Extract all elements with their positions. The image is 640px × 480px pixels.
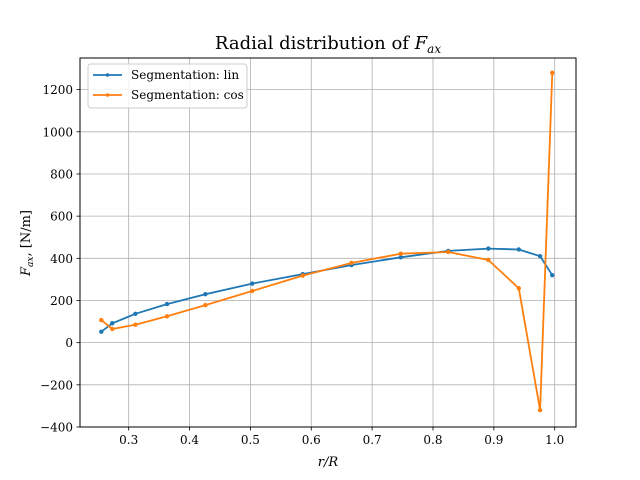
data-point-lin (537, 254, 543, 259)
data-point-cos (398, 251, 403, 256)
x-tick-label: 0.5 (241, 433, 260, 447)
data-point-cos (133, 322, 138, 327)
data-point-lin (486, 246, 491, 251)
data-point-lin (133, 311, 138, 316)
data-point-cos (516, 286, 521, 291)
y-tick-label: 400 (50, 252, 73, 266)
x-axis-label: r/R (318, 455, 339, 470)
x-tick-label: 0.4 (180, 433, 199, 447)
y-tick-label: 0 (65, 336, 73, 350)
data-point-lin (110, 321, 115, 326)
series-group (99, 70, 555, 413)
data-point-cos (537, 407, 543, 413)
x-tick-label: 1.0 (545, 433, 564, 447)
data-point-lin (250, 281, 255, 286)
legend-label-lin: Segmentation: lin (131, 68, 239, 82)
x-tick-label: 0.9 (484, 433, 503, 447)
data-point-lin (99, 329, 104, 334)
y-tick-label: −400 (40, 421, 73, 435)
y-tick-label: 600 (50, 210, 73, 224)
x-tick-label: 0.6 (302, 433, 321, 447)
data-point-cos (164, 314, 170, 319)
y-tick-label: −200 (40, 378, 73, 392)
legend-label-cos: Segmentation: cos (131, 88, 244, 102)
y-tick-label: 1000 (42, 125, 73, 139)
data-point-cos (550, 70, 555, 75)
y-axis-label: Fax, [N/m] (19, 210, 36, 277)
x-tick-label: 0.7 (363, 433, 382, 447)
data-point-cos (250, 288, 255, 294)
x-tick-label: 0.8 (423, 433, 442, 447)
legend-marker-cos (105, 93, 110, 97)
legend: Segmentation: lin Segmentation: cos (87, 63, 248, 109)
y-tick-label: 1200 (42, 83, 73, 97)
x-tick-label: 0.3 (119, 433, 138, 447)
data-point-lin (164, 301, 170, 307)
data-point-lin (516, 247, 521, 252)
data-point-cos (445, 249, 451, 255)
data-point-lin (398, 255, 403, 260)
axes-frame (79, 57, 577, 428)
y-tick-label: 200 (50, 294, 73, 308)
data-point-lin (550, 272, 555, 278)
data-point-cos (203, 302, 208, 308)
y-axis-label-group: Fax, [N/m] (19, 210, 36, 277)
data-point-lin (203, 291, 208, 297)
series-line-cos (100, 72, 554, 412)
y-tick-label: 800 (50, 167, 73, 181)
legend-marker-lin (105, 73, 110, 77)
data-point-cos (349, 260, 354, 266)
legend-box (87, 63, 248, 109)
ticks: 0.3 0.4 0.5 0.6 0.7 0.8 0.9 1.0 −400 −200 0 200 400 6… (40, 83, 564, 447)
data-point-cos (300, 273, 305, 278)
data-point-cos (99, 317, 104, 323)
data-point-cos (486, 257, 491, 263)
chart-title: Radial distribution of Fax (215, 33, 441, 56)
data-point-cos (110, 326, 115, 332)
